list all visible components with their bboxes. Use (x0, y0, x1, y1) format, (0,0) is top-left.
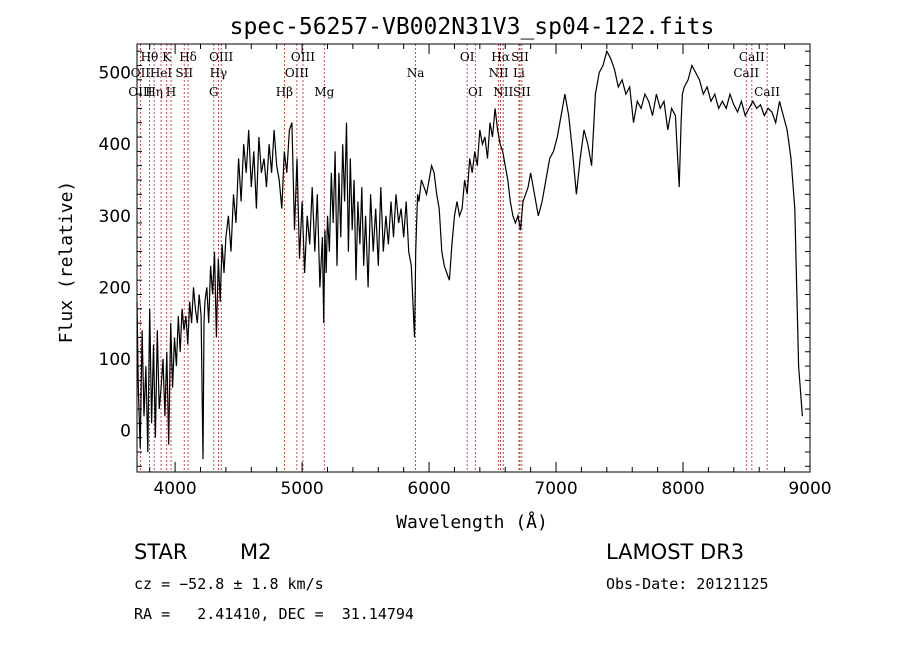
spectrum-line (136, 49, 803, 460)
x-tick-label-6000: 6000 (407, 479, 450, 499)
line-label-0: Hθ (141, 50, 159, 64)
x-tick-label-4000: 4000 (153, 479, 196, 499)
survey-name: LAMOST DR3 (606, 540, 745, 564)
line-label-12: Hβ (276, 85, 293, 99)
line-label-25: CaII (739, 50, 765, 64)
line-label-18: OI (468, 85, 483, 99)
y-tick-label-500: 500 (99, 64, 131, 84)
line-label-15: Mg (314, 85, 334, 99)
x-axis: 4000 5000 6000 7000 8000 9000 (149, 44, 832, 499)
x-tick-label-5000: 5000 (280, 479, 323, 499)
line-label-2: OIII (128, 85, 152, 99)
y-tick-label-200: 200 (99, 278, 131, 298)
y-axis-label: Flux (relative) (56, 181, 77, 344)
x-axis-label: Wavelength (Å) (396, 511, 548, 533)
object-subclass: M2 (240, 540, 272, 564)
line-label-9: OIII (209, 50, 233, 64)
line-label-21: NII (489, 66, 509, 80)
line-label-4: HeI (150, 66, 173, 80)
object-class: STAR (134, 540, 188, 564)
line-label-10: Hγ (210, 66, 228, 80)
line-label-7: H (166, 85, 176, 99)
line-label-27: CaII (754, 85, 780, 99)
x-tick-label-8000: 8000 (661, 479, 704, 499)
x-tick-label-7000: 7000 (534, 479, 577, 499)
line-label-5: Hη (145, 85, 163, 99)
redshift-velocity: cz = −52.8 ± 1.8 km/s (134, 575, 324, 593)
line-label-11: G (209, 85, 219, 99)
line-label-26: CaII (733, 66, 759, 80)
line-label-23: NII (493, 85, 513, 99)
line-label-6: SII (175, 66, 193, 80)
y-tick-label-400: 400 (99, 135, 131, 155)
line-label-17: OI (460, 50, 475, 64)
line-label-16: Na (407, 66, 425, 80)
observation-date: Obs-Date: 20121125 (606, 575, 769, 593)
y-axis: 0 100 200 300 400 500 (99, 50, 810, 467)
y-tick-label-100: 100 (99, 350, 131, 370)
line-label-22: Li (513, 66, 525, 80)
y-tick-label-300: 300 (99, 207, 131, 227)
line-label-13: OIII (291, 50, 315, 64)
chart-title: spec-56257-VB002N31V3_sp04-122.fits (230, 14, 715, 40)
plot-frame (136, 43, 811, 473)
coordinates: RA = 2.41410, DEC = 31.14794 (134, 605, 414, 623)
y-tick-label-0: 0 (120, 421, 131, 441)
emission-line-labels: Hθ OII OIII K HeI Hη SII H Hδ OIII Hγ G Hβ OIII OIII Mg… (128, 50, 780, 99)
line-label-24: SII (513, 85, 531, 99)
line-label-14: OIII (285, 66, 309, 80)
line-label-3: K (162, 50, 172, 64)
line-label-19: Hα (491, 50, 510, 64)
line-label-20: SII (511, 50, 529, 64)
line-label-1: OII (131, 66, 151, 80)
x-tick-label-9000: 9000 (788, 479, 831, 499)
emission-line-markers (140, 44, 768, 472)
line-label-8: Hδ (179, 50, 197, 64)
